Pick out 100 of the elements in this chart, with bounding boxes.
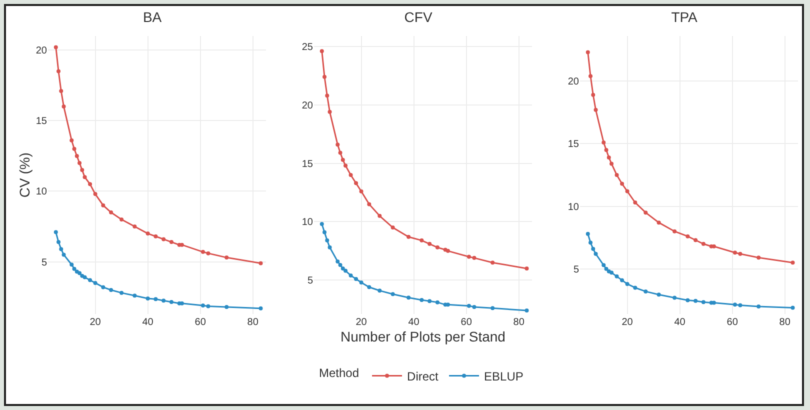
point (78, 161, 82, 166)
point (633, 286, 638, 290)
point (206, 251, 210, 256)
point (524, 266, 529, 270)
point (338, 150, 342, 155)
x-axis-title: Number of Plots per Stand (340, 328, 506, 344)
point (610, 270, 614, 275)
point (472, 304, 476, 309)
point (62, 104, 66, 109)
point (120, 217, 124, 222)
point (146, 232, 150, 236)
point (322, 230, 327, 234)
point (586, 232, 590, 236)
point (72, 146, 76, 151)
point (490, 260, 495, 265)
y-tick-label: 15 (36, 116, 48, 128)
point (790, 306, 795, 310)
y-tick-label: 15 (302, 158, 314, 170)
point (348, 173, 353, 177)
chart-title: TPA (671, 8, 698, 25)
point (258, 261, 263, 266)
point (625, 189, 630, 194)
point (602, 140, 606, 144)
point (472, 256, 476, 260)
y-tick-label: 20 (302, 100, 314, 112)
y-tick-label: 15 (568, 139, 580, 150)
point (54, 230, 58, 234)
point (338, 262, 342, 267)
point (154, 297, 158, 302)
point (154, 234, 158, 238)
point (224, 256, 229, 260)
point (604, 148, 608, 152)
point (325, 94, 330, 98)
point (732, 250, 737, 255)
point (88, 182, 92, 186)
point (101, 203, 106, 208)
point (586, 50, 590, 54)
point (70, 138, 74, 142)
point (672, 296, 677, 300)
point (162, 298, 166, 303)
point (594, 252, 598, 256)
y-tick-label: 10 (568, 202, 580, 213)
point (367, 285, 372, 290)
point (120, 290, 124, 295)
point (406, 234, 411, 239)
point (672, 229, 677, 234)
y-tick-label: 5 (307, 276, 314, 287)
point (420, 298, 424, 302)
point (466, 304, 471, 308)
point (54, 45, 58, 50)
point (614, 173, 619, 177)
point (610, 162, 614, 166)
point (200, 304, 205, 308)
point (56, 240, 61, 244)
point (420, 238, 424, 242)
point (224, 304, 229, 309)
point (588, 74, 593, 78)
point (591, 92, 596, 97)
point (169, 300, 174, 304)
point (686, 234, 690, 238)
x-tick-label: 20 (622, 317, 634, 328)
point (466, 254, 471, 259)
point (686, 298, 690, 302)
point (354, 181, 358, 186)
point (78, 271, 82, 276)
point (446, 248, 450, 253)
x-tick-label: 60 (726, 317, 738, 328)
x-tick-label: 20 (356, 317, 368, 328)
point (82, 275, 87, 280)
point (109, 210, 114, 214)
x-tick-label: 20 (90, 317, 102, 328)
point (328, 245, 332, 250)
x-tick-label: 60 (194, 317, 206, 328)
point (435, 245, 440, 250)
point (625, 282, 630, 286)
point (88, 278, 92, 282)
x-tick-label: 80 (513, 317, 525, 328)
point (588, 240, 593, 245)
point (594, 108, 598, 112)
y-tick-label: 5 (41, 257, 48, 268)
point (390, 226, 395, 230)
point (738, 252, 742, 256)
y-tick-label: 10 (36, 186, 48, 198)
point (72, 266, 76, 271)
point (146, 296, 150, 300)
x-tick-label: 40 (142, 317, 154, 328)
point (359, 189, 364, 194)
point (490, 306, 495, 310)
point (620, 278, 624, 282)
point (620, 182, 624, 186)
y-tick-label: 25 (302, 42, 314, 54)
point (322, 74, 327, 79)
legend-label: EBLUP (484, 369, 524, 384)
y-tick-label: 10 (302, 217, 314, 228)
point (109, 288, 114, 292)
point (340, 266, 345, 270)
point (320, 49, 324, 54)
point (59, 89, 64, 94)
point (435, 300, 440, 304)
point (390, 292, 395, 296)
